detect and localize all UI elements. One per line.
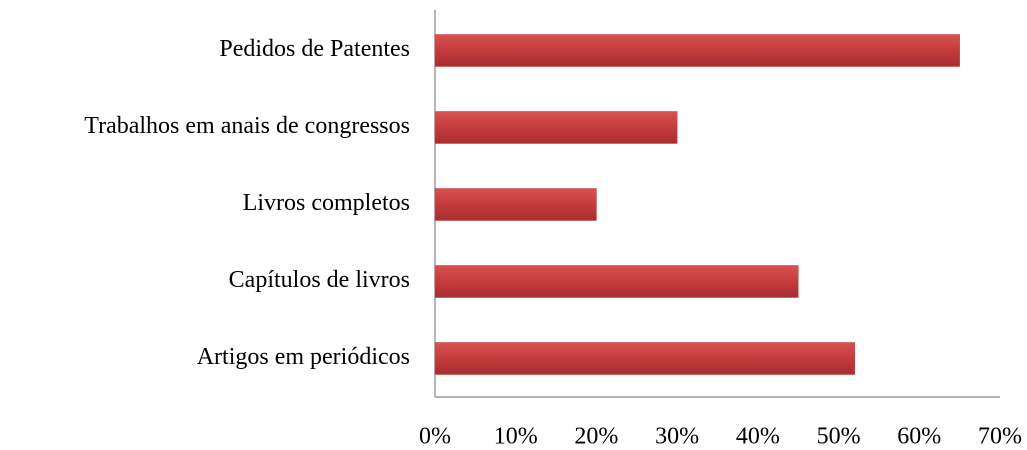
x-tick-label: 70% xyxy=(978,424,1022,450)
bar xyxy=(434,34,960,67)
y-tick-label: Livros completos xyxy=(243,190,410,216)
bar xyxy=(434,265,799,298)
x-tick-label: 60% xyxy=(897,424,941,450)
y-tick-label: Capítulos de livros xyxy=(229,267,410,293)
x-tick-label: 10% xyxy=(494,424,538,450)
x-tick-label: 50% xyxy=(817,424,861,450)
bar xyxy=(434,111,678,144)
y-tick-label: Trabalhos em anais de congressos xyxy=(84,113,410,139)
x-tick-label: 30% xyxy=(655,424,699,450)
bar xyxy=(434,188,597,221)
x-tick-label: 0% xyxy=(419,424,451,450)
x-tick-label: 40% xyxy=(736,424,780,450)
bar xyxy=(434,342,855,375)
x-tick-label: 20% xyxy=(574,424,618,450)
y-tick-label: Pedidos de Patentes xyxy=(219,36,410,62)
y-tick-label: Artigos em periódicos xyxy=(197,344,410,370)
